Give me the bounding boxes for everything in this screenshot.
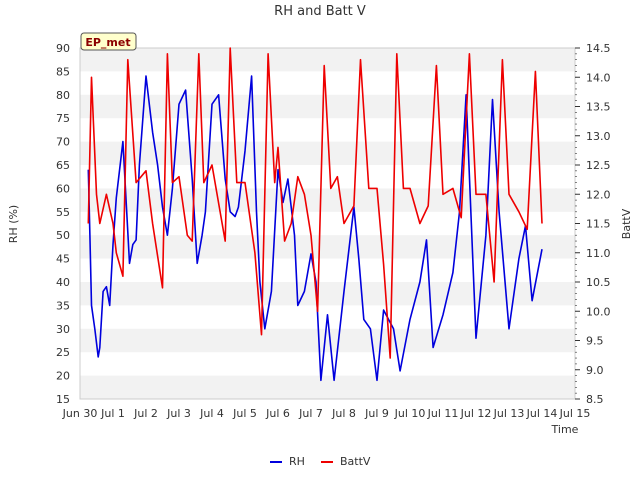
legend-label: BattV xyxy=(340,455,371,468)
grid-band xyxy=(80,375,575,399)
station-badge-box xyxy=(80,32,137,51)
chart-title: RH and Batt V xyxy=(274,4,366,19)
y-tick-left: 50 xyxy=(56,229,70,242)
grid-band xyxy=(80,48,575,72)
x-tick: Jul 14 xyxy=(526,407,558,420)
y-tick-left: 75 xyxy=(56,112,70,125)
y-tick-right: 12.0 xyxy=(586,188,611,201)
y-axis-label-right: BattV xyxy=(620,208,633,239)
y-tick-left: 25 xyxy=(56,346,70,359)
y-tick-left: 85 xyxy=(56,65,70,78)
x-tick: Jul 8 xyxy=(331,407,356,420)
legend-label: RH xyxy=(289,455,305,468)
y-tick-right: 9.5 xyxy=(586,335,604,348)
grid-band xyxy=(80,141,575,165)
y-tick-left: 60 xyxy=(56,182,70,195)
grid-band xyxy=(80,235,575,259)
y-tick-right: 10.5 xyxy=(586,276,611,289)
legend: RH BattV xyxy=(270,455,371,468)
x-tick: Jul 9 xyxy=(364,407,389,420)
x-tick: Jul 2 xyxy=(133,407,158,420)
grid-band xyxy=(80,188,575,212)
y-tick-left: 30 xyxy=(56,323,70,336)
grid-band xyxy=(80,94,575,119)
grid-bands xyxy=(80,48,575,399)
x-tick: Jul 3 xyxy=(166,407,191,420)
y-ticks-left: 15 20 25 30 35 40 45 50 55 60 65 70 75 80 85 90 xyxy=(56,42,70,406)
y-tick-right: 13.0 xyxy=(586,130,611,143)
y-tick-right: 14.5 xyxy=(586,42,611,55)
y-tick-right: 9.0 xyxy=(586,364,604,377)
y-axis-label-left: RH (%) xyxy=(7,205,20,243)
y-tick-left: 65 xyxy=(56,159,70,172)
x-ticks: Jun 30 Jul 1 Jul 2 Jul 3 Jul 4 Jul 5 Jul 6 Jul … xyxy=(62,407,591,420)
y-tick-left: 70 xyxy=(56,136,70,149)
x-tick: Jul 11 xyxy=(427,407,459,420)
y-tick-left: 40 xyxy=(56,276,70,289)
y-tick-right: 11.5 xyxy=(586,218,611,231)
y-tick-right: 11.0 xyxy=(586,247,611,260)
y-tick-left: 35 xyxy=(56,299,70,312)
x-tick: Jul 6 xyxy=(265,407,290,420)
station-badge-label: EP_met xyxy=(85,36,130,49)
series-line-rh xyxy=(87,75,543,382)
y-tick-right: 10.0 xyxy=(586,305,611,318)
x-tick: Jul 10 xyxy=(394,407,426,420)
x-tick: Jul 15 xyxy=(559,407,591,420)
series-layer xyxy=(87,47,543,382)
y-tick-left: 90 xyxy=(56,42,70,55)
y-tick-right: 13.5 xyxy=(586,101,611,114)
y-tick-left: 80 xyxy=(56,89,70,102)
x-tick: Jul 13 xyxy=(493,407,525,420)
grid-band xyxy=(80,282,575,306)
y-tick-left: 55 xyxy=(56,206,70,219)
y-tick-left: 15 xyxy=(56,393,70,406)
y-ticks-right: 8.5 9.0 9.5 10.0 10.5 11.0 11.5 12.0 12.5 13.0 13.… xyxy=(575,42,611,406)
x-tick: Jul 12 xyxy=(460,407,492,420)
x-tick: Jul 7 xyxy=(298,407,323,420)
y-tick-right: 12.5 xyxy=(586,159,611,172)
x-tick: Jun 30 xyxy=(62,407,98,420)
y-tick-left: 45 xyxy=(56,253,70,266)
x-tick: Jul 1 xyxy=(100,407,125,420)
y-tick-left: 20 xyxy=(56,370,70,383)
series-line-battv xyxy=(87,47,543,359)
y-tick-right: 14.0 xyxy=(586,71,611,84)
grid-band xyxy=(80,328,575,353)
x-axis-label: Time xyxy=(551,423,579,436)
x-tick: Jul 5 xyxy=(232,407,257,420)
station-badge: EP_met xyxy=(80,32,137,51)
y-tick-right: 8.5 xyxy=(586,393,604,406)
x-tick: Jul 4 xyxy=(199,407,224,420)
